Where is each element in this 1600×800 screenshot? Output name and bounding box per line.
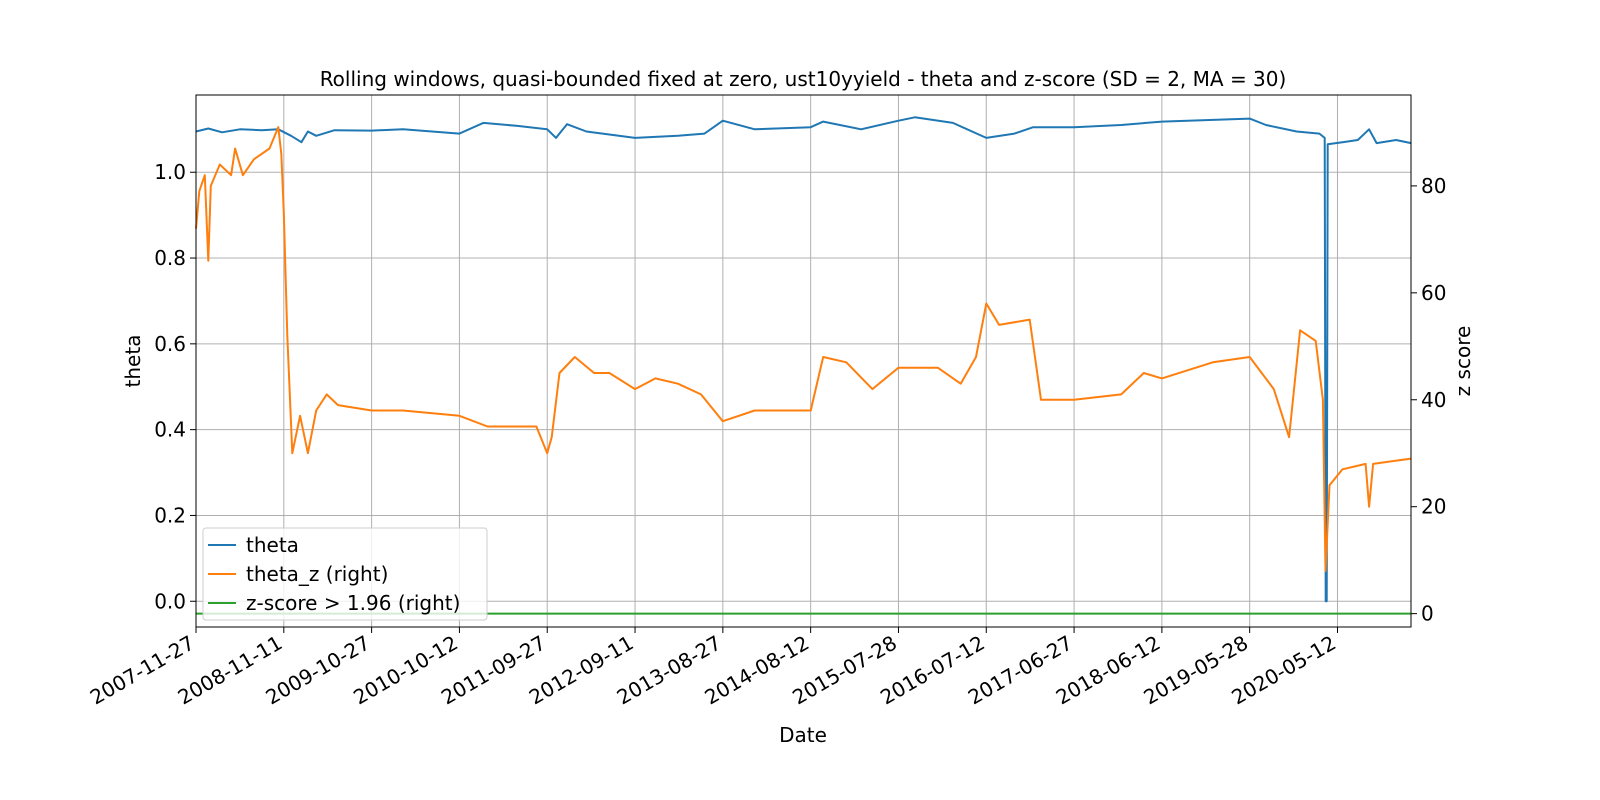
legend-box [202, 527, 488, 621]
legend-label-2: z-score > 1.96 (right) [246, 591, 460, 615]
legend-label-0: theta [246, 533, 299, 557]
y-tick-label: 1.0 [154, 160, 186, 184]
y-tick-label: 0.2 [154, 503, 186, 527]
legend: theta theta_z (right) z-score > 1.96 (righ… [202, 527, 488, 621]
plot-frame [195, 94, 1412, 628]
y2-axis-title: z score [1451, 326, 1475, 397]
legend-label-1: theta_z (right) [246, 562, 388, 586]
gridlines [195, 95, 1411, 627]
series-line-0 [195, 116, 1412, 603]
y2-tick-label: 60 [1421, 281, 1446, 305]
series-line-1 [195, 126, 1412, 572]
y2-tick-label: 0 [1421, 602, 1434, 626]
y2-tick-label: 80 [1421, 174, 1446, 198]
y-tick-label: 0.0 [154, 589, 186, 613]
y-axis-title: theta [121, 335, 145, 388]
y-tick-label: 0.4 [154, 418, 186, 442]
y-tick-label: 0.6 [154, 332, 186, 356]
x-axis-title: Date [779, 723, 827, 747]
chart-title: Rolling windows, quasi-bounded fixed at … [320, 67, 1287, 91]
y2-tick-label: 20 [1421, 495, 1446, 519]
y2-tick-label: 40 [1421, 388, 1446, 412]
y-tick-label: 0.8 [154, 246, 186, 270]
